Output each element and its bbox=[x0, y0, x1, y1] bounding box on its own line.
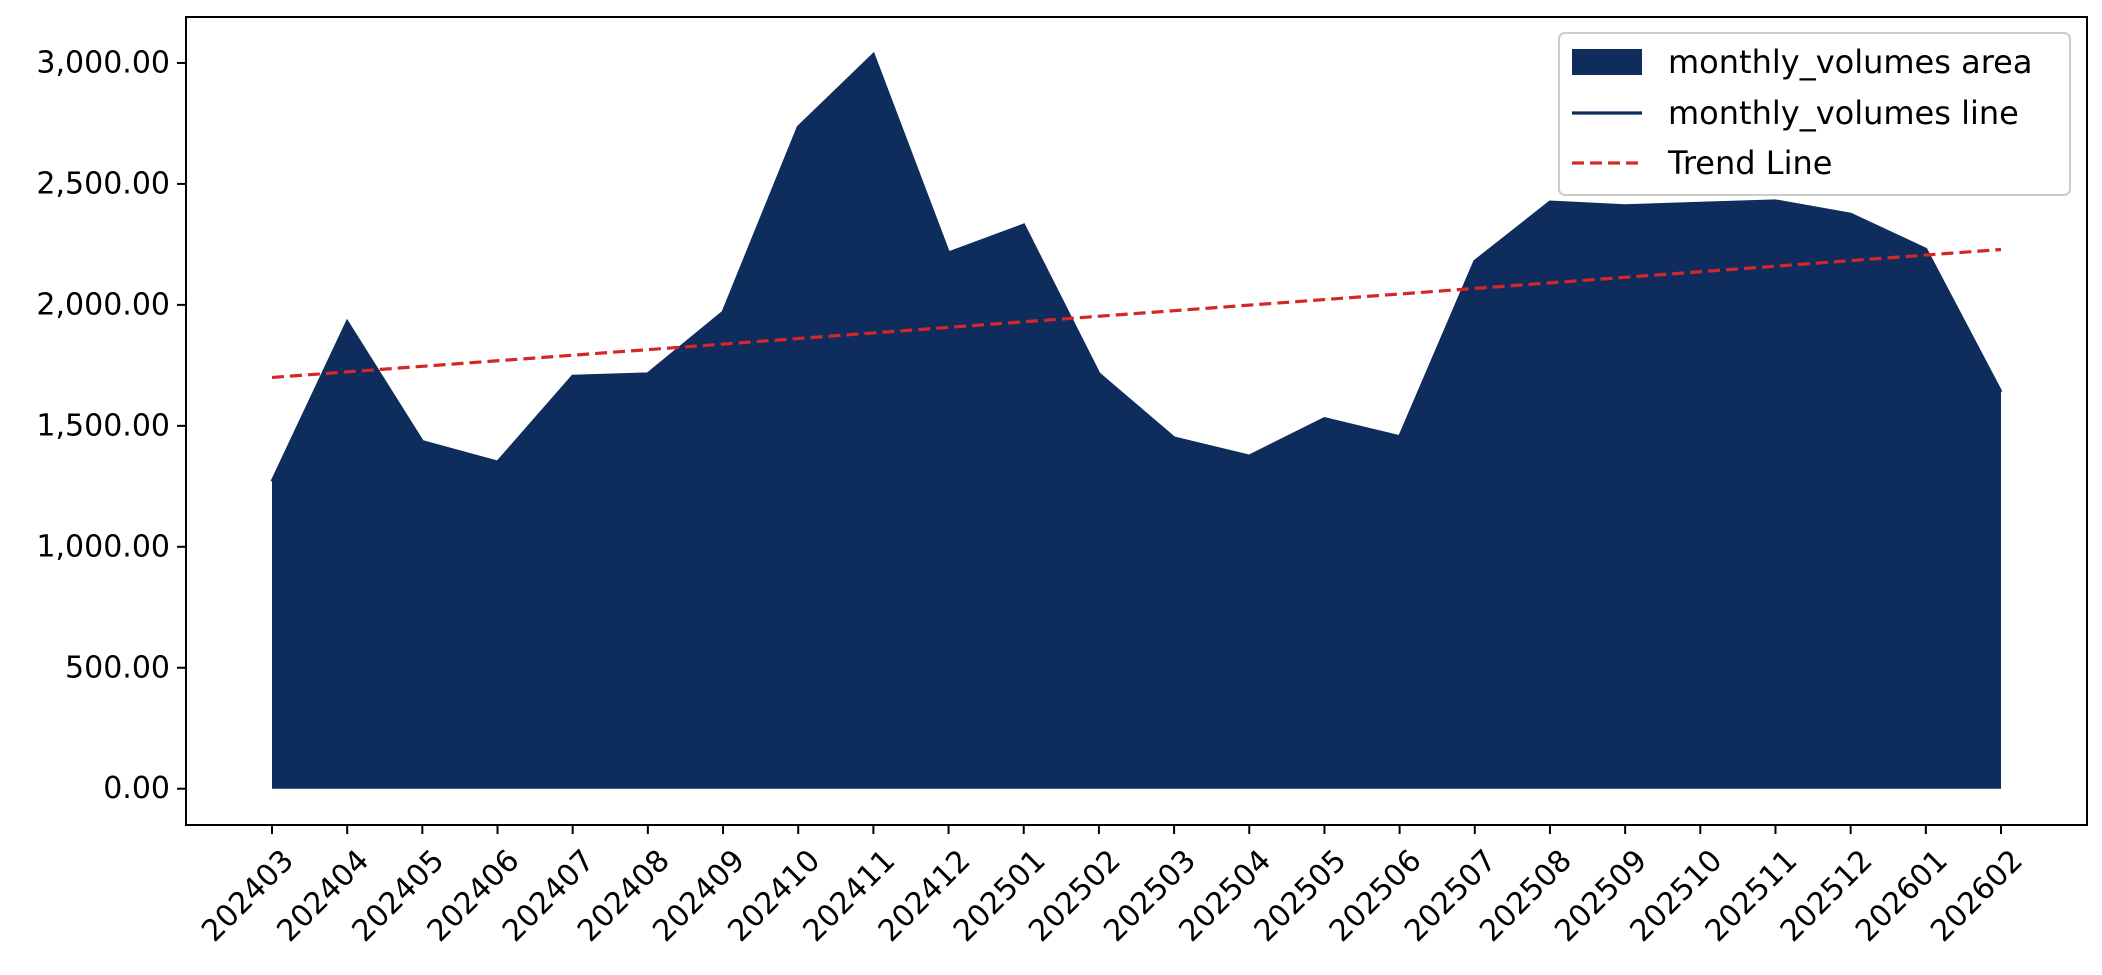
y-tick-label: 0.00 bbox=[103, 771, 170, 806]
volume-line bbox=[270, 51, 2003, 483]
legend-label: Trend Line bbox=[1667, 144, 1832, 182]
x-axis: 2024032024042024052024062024072024082024… bbox=[195, 825, 2030, 949]
y-tick-label: 500.00 bbox=[65, 650, 170, 685]
trend-line bbox=[271, 247, 2002, 380]
y-tick-label: 1,500.00 bbox=[36, 408, 170, 443]
plot-area bbox=[270, 51, 2003, 789]
plot-frame bbox=[185, 16, 2088, 826]
legend-swatch bbox=[1572, 49, 1642, 75]
y-axis: 0.00 500.00 1,000.00 1,500.00 2,000.00 2,500.… bbox=[36, 45, 186, 806]
legend-box bbox=[1558, 32, 2071, 196]
y-tick-label: 2,500.00 bbox=[36, 166, 170, 201]
y-tick-label: 1,000.00 bbox=[36, 529, 170, 564]
y-tick-label: 3,000.00 bbox=[36, 45, 170, 80]
legend: monthly_volumes area monthly_volumes line… bbox=[1558, 32, 2071, 196]
y-tick-label: 2,000.00 bbox=[36, 287, 170, 322]
legend-label: monthly_volumes area bbox=[1668, 43, 2032, 81]
legend-label: monthly_volumes line bbox=[1668, 94, 2019, 132]
area-fill bbox=[272, 54, 2001, 789]
